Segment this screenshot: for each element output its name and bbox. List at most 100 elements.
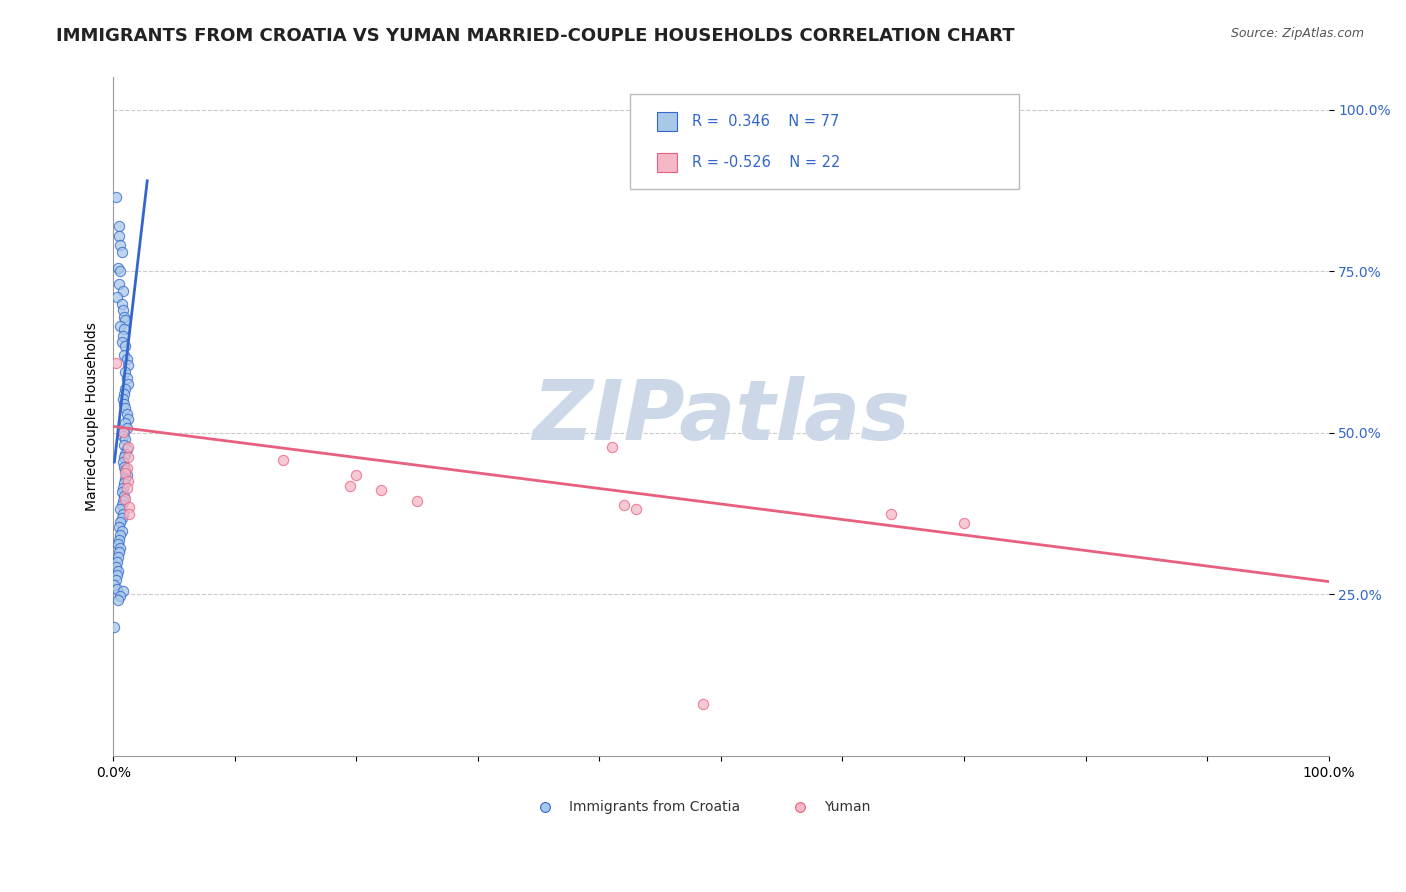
Point <box>108 533 131 547</box>
Point <box>111 493 134 508</box>
Point <box>112 397 135 411</box>
Text: ZIPatlas: ZIPatlas <box>531 376 910 458</box>
Point <box>114 472 136 486</box>
Point <box>114 433 136 447</box>
Point <box>104 573 127 587</box>
Point <box>115 407 138 421</box>
Point <box>114 382 136 396</box>
Point <box>108 277 131 292</box>
Point <box>111 429 134 443</box>
Point <box>111 498 134 512</box>
Point <box>117 411 139 425</box>
Point <box>111 507 134 521</box>
Point <box>104 190 127 204</box>
Point <box>114 416 136 430</box>
Point <box>114 401 136 416</box>
Point <box>112 450 135 465</box>
Point <box>112 348 135 362</box>
Point <box>108 219 131 233</box>
Point <box>111 329 134 343</box>
Point <box>107 549 129 564</box>
Point <box>108 519 131 533</box>
Point <box>112 489 135 503</box>
Point <box>111 485 134 500</box>
Point <box>107 537 129 551</box>
Point <box>613 498 636 512</box>
Text: Source: ZipAtlas.com: Source: ZipAtlas.com <box>1230 27 1364 40</box>
Point <box>692 698 714 712</box>
Point <box>110 502 132 516</box>
Point <box>533 797 555 812</box>
Point <box>108 545 131 559</box>
Point <box>114 466 136 480</box>
Point <box>111 425 134 439</box>
Point <box>104 356 127 370</box>
Point <box>880 507 903 521</box>
Point <box>110 238 132 252</box>
Point <box>105 582 128 597</box>
Point <box>110 264 132 278</box>
Point <box>118 500 141 515</box>
Point <box>103 620 125 634</box>
Point <box>111 524 134 538</box>
Point <box>112 476 135 491</box>
Point <box>117 440 139 454</box>
Point <box>105 568 128 582</box>
Text: R = -0.526    N = 22: R = -0.526 N = 22 <box>692 155 839 169</box>
Point <box>115 461 138 475</box>
Point <box>110 319 132 334</box>
Point <box>108 228 131 243</box>
Point <box>112 459 135 474</box>
Point <box>112 387 135 401</box>
Point <box>107 592 129 607</box>
Point <box>105 555 128 569</box>
Point <box>114 463 136 477</box>
Point <box>111 584 134 599</box>
Point <box>111 481 134 495</box>
Text: IMMIGRANTS FROM CROATIA VS YUMAN MARRIED-COUPLE HOUSEHOLDS CORRELATION CHART: IMMIGRANTS FROM CROATIA VS YUMAN MARRIED… <box>56 27 1015 45</box>
Point <box>107 564 129 578</box>
Point <box>115 481 138 495</box>
Point <box>112 322 135 336</box>
Point <box>105 290 128 304</box>
Point <box>115 467 138 482</box>
Point <box>117 377 139 392</box>
Point <box>112 437 135 451</box>
Point <box>112 425 135 439</box>
Point <box>789 797 811 812</box>
Point <box>406 493 429 508</box>
Point <box>344 467 367 482</box>
Point <box>110 528 132 542</box>
Point <box>107 261 129 276</box>
FancyBboxPatch shape <box>630 95 1019 189</box>
Point <box>111 455 134 469</box>
Point <box>624 502 647 516</box>
Text: Immigrants from Croatia: Immigrants from Croatia <box>569 800 740 814</box>
Point <box>370 483 392 497</box>
Point <box>115 371 138 385</box>
Point <box>111 335 134 350</box>
Point <box>117 475 139 489</box>
Point <box>114 313 136 327</box>
Point <box>114 339 136 353</box>
Point <box>111 284 134 298</box>
Point <box>273 453 295 467</box>
Point <box>115 421 138 435</box>
Point <box>115 351 138 366</box>
Text: R =  0.346    N = 77: R = 0.346 N = 77 <box>692 114 839 129</box>
Point <box>339 479 361 493</box>
Point <box>115 442 138 456</box>
Point <box>111 303 134 318</box>
Point <box>117 358 139 372</box>
Point <box>600 440 623 454</box>
Point <box>111 244 134 259</box>
Point <box>111 511 134 525</box>
Text: Yuman: Yuman <box>824 800 870 814</box>
Y-axis label: Married-couple Households: Married-couple Households <box>86 322 100 511</box>
Point <box>953 516 976 531</box>
Point <box>111 392 134 407</box>
Point <box>117 450 139 465</box>
Point <box>118 507 141 521</box>
Point <box>110 541 132 555</box>
Point <box>114 491 136 506</box>
